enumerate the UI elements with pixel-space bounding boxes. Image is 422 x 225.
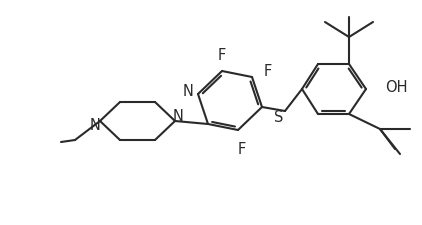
Text: F: F	[218, 47, 226, 62]
Text: S: S	[274, 110, 284, 125]
Text: OH: OH	[385, 80, 408, 95]
Text: F: F	[238, 142, 246, 157]
Text: N: N	[173, 109, 184, 124]
Text: F: F	[264, 64, 272, 79]
Text: N: N	[89, 118, 100, 133]
Text: N: N	[183, 84, 193, 99]
